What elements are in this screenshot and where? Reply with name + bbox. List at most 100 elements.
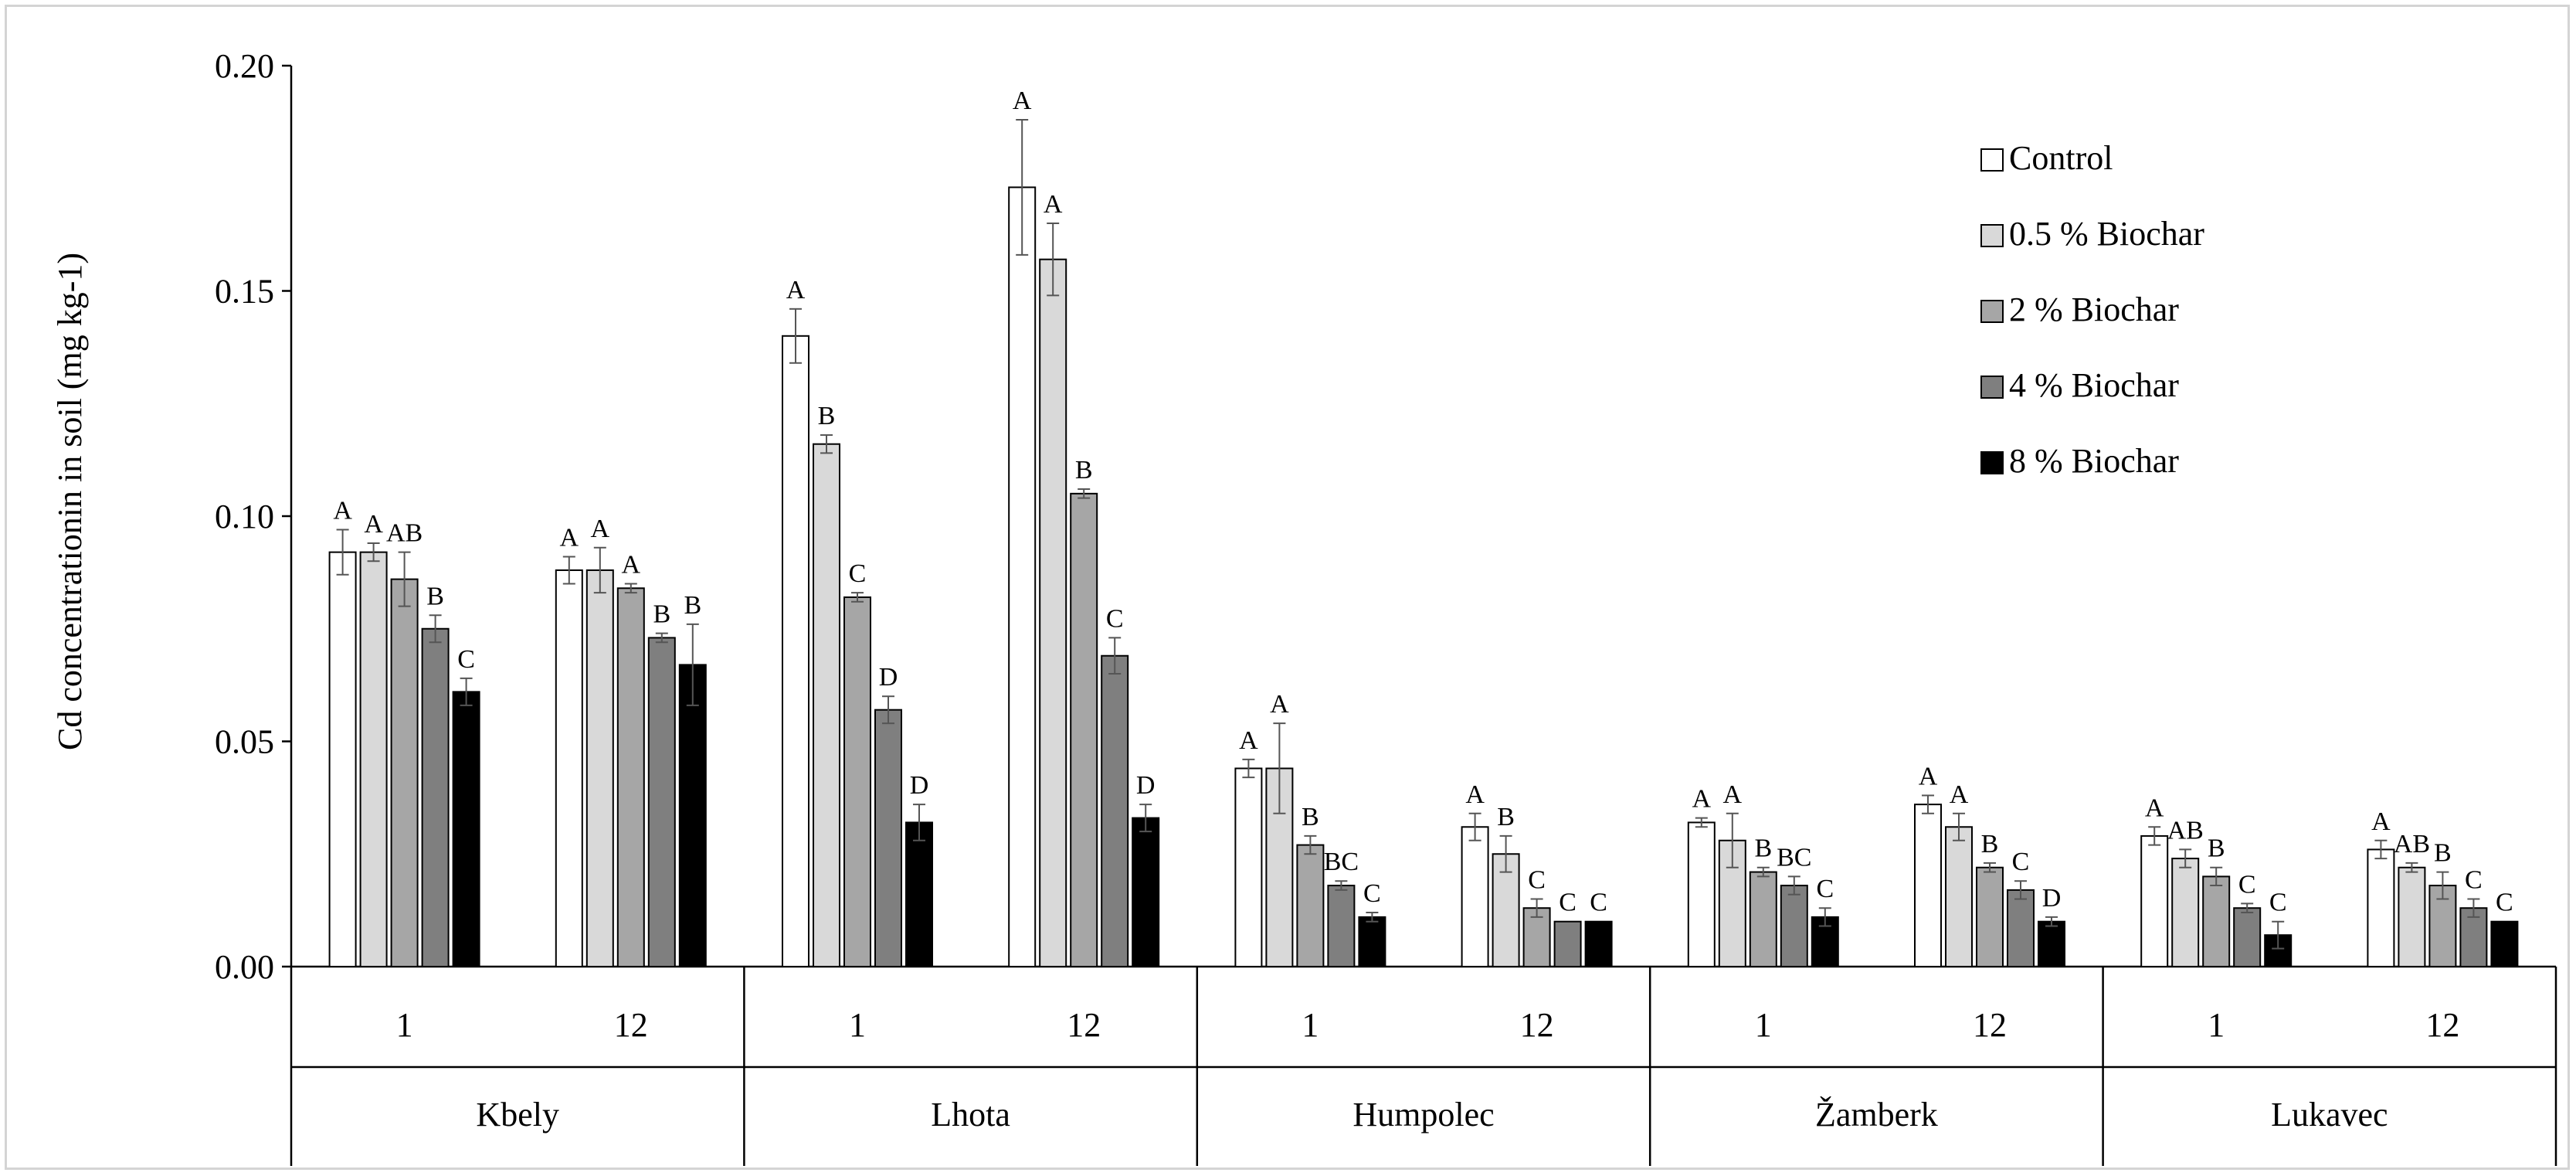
significance-letter: C [457,645,475,674]
legend-label: 0.5 % Biochar [2009,215,2204,253]
significance-letter: D [910,771,929,800]
significance-letter: BC [1777,843,1811,872]
significance-letter: AB [2394,830,2430,858]
time-label: 12 [1973,1006,2007,1044]
significance-letter: A [591,515,610,543]
significance-letter: AB [386,519,423,548]
significance-letter: B [426,582,444,610]
bar [2038,920,2065,967]
bar [2171,858,2200,967]
site-label: Lukavec [2271,1096,2388,1134]
significance-letter: A [2371,807,2391,836]
significance-letter: B [2434,839,2452,868]
y-tick-label: 0.15 [215,273,274,311]
significance-letter: A [333,496,352,525]
bar [813,443,840,967]
site-label: Humpolec [1352,1096,1494,1134]
significance-letter: A [1919,762,1938,790]
significance-letter: A [622,550,641,579]
time-label: 1 [2208,1006,2225,1044]
significance-letter: A [1270,690,1289,719]
significance-letter: A [786,276,806,304]
bar [390,578,419,967]
significance-letter: BC [1324,848,1359,876]
legend-swatch [1980,451,2004,474]
y-axis-title: Cd concentrationin in soil (mg kg-1) [51,253,89,750]
bar [1780,885,1808,968]
chart-frame: 0.00 0.05 0.10 0.15 0.20 Cd concentrationin … [5,5,2570,1170]
time-label: 12 [1520,1006,1554,1044]
bar [1584,920,1613,967]
bar [874,709,902,967]
significance-letter: AB [2167,816,2204,845]
significance-letter: B [1075,456,1093,484]
significance-letter: A [2145,794,2164,822]
bar [421,627,450,967]
bar [843,596,871,967]
bar [616,587,645,968]
bar [1008,186,1037,968]
significance-letter: D [2042,884,2062,913]
y-tick-label: 0.05 [215,723,274,761]
bar [359,551,388,967]
time-label: 1 [1302,1006,1319,1044]
site-label: Kbely [476,1096,559,1134]
significance-letter: B [684,591,701,620]
significance-letter: B [1497,803,1515,831]
bar [1976,866,2004,967]
bar [2233,907,2262,967]
significance-letter: A [1044,190,1063,219]
bar [452,691,480,967]
bar [1358,916,1386,967]
time-label: 1 [849,1006,866,1044]
legend-swatch [1980,376,2004,399]
bar [1687,821,1716,967]
time-label: 12 [1067,1006,1101,1044]
significance-letter: C [1559,889,1576,917]
significance-letter: C [1363,879,1381,908]
bar-chart: 0.00 0.05 0.10 0.15 0.20 Cd concentrationin … [51,47,2557,1166]
legend-label: 4 % Biochar [2009,366,2179,404]
bar [1945,826,1973,968]
bar [328,551,357,967]
significance-letter: C [1528,866,1546,895]
legend-label: 2 % Biochar [2009,291,2179,328]
bar [1070,492,1098,967]
legend: Control 0.5 % Biochar 2 % Biochar 4 % Bioch… [1980,139,2204,480]
legend-swatch [1980,224,2004,247]
bar [2140,834,2169,968]
significance-letter: C [849,559,867,588]
site-label: Žamberk [1815,1096,1938,1134]
bar [1132,817,1160,967]
bar [1234,767,1263,967]
legend-swatch [1980,148,2004,172]
bar [782,335,809,967]
bar [2398,866,2426,967]
bar [1553,920,1582,967]
legend-label: Control [2009,139,2113,177]
significance-letter: D [1136,771,1156,800]
significance-letter: D [879,663,898,692]
legend-swatch [1980,300,2004,323]
significance-letter: C [2465,866,2483,895]
bar [2202,875,2231,968]
bar [2007,889,2035,968]
significance-letter: B [1302,803,1319,831]
significance-letter: C [1106,604,1124,633]
bar [1101,654,1129,967]
bar [905,821,933,967]
site-label: Lhota [931,1096,1010,1134]
bar [2490,920,2519,967]
time-label: 1 [396,1006,413,1044]
significance-letter: A [560,523,579,552]
bar [1327,885,1356,968]
bar [1749,871,1777,967]
bar [2367,848,2395,968]
significance-letter: B [2208,834,2225,863]
time-label: 1 [1755,1006,1772,1044]
significance-letter: C [2496,889,2513,917]
significance-letter: B [653,600,670,629]
significance-letter: A [1239,726,1258,755]
significance-letter: C [2238,870,2256,899]
